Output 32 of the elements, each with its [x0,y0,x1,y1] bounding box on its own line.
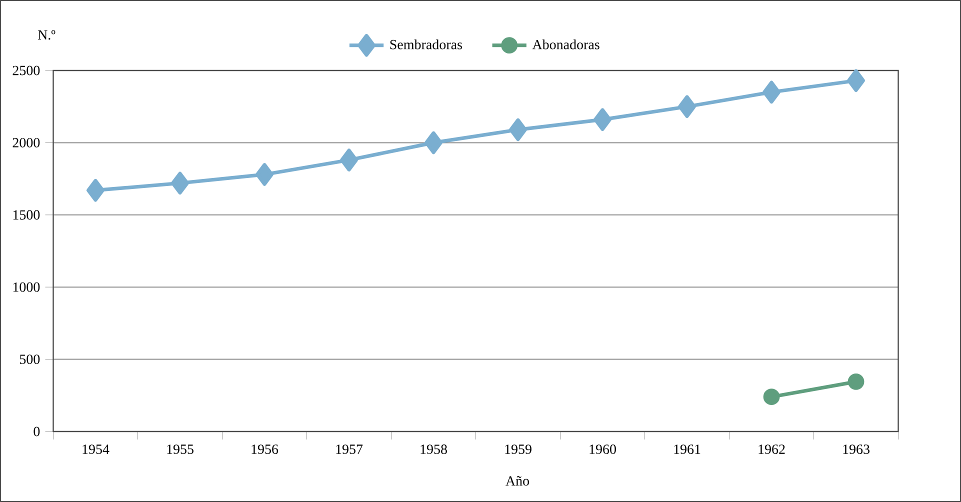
x-tick-label: 1955 [167,444,194,454]
y-tick-label: 1500 [13,210,40,220]
x-tick-label: 1963 [843,444,870,454]
y-tick-label: 2000 [12,138,40,148]
legend-label: Sembradoras [390,39,462,50]
point [171,172,189,195]
x-tick-label: 1962 [758,444,785,454]
y-tick-label: 500 [20,354,40,364]
point [594,108,612,131]
y-axis-title: N.º [38,30,56,40]
point [256,163,274,186]
x-tick-label: 1960 [590,444,616,454]
point [763,388,780,406]
x-tick-label: 1958 [420,444,447,454]
x-tick-label: 1957 [336,444,363,454]
point [847,69,866,92]
point [848,373,864,390]
x-tick-label: 1954 [82,444,110,454]
point [678,95,696,118]
y-tick-label: 1000 [13,282,40,292]
point [340,148,358,172]
y-tick-label: 0 [34,426,40,436]
x-tick-label: 1959 [505,444,532,454]
point [86,178,105,202]
x-tick-label: 1956 [252,444,278,454]
x-axis-title: Año [506,476,530,486]
x-tick-label: 1961 [674,444,700,454]
legend-label: Abonadoras [532,39,600,50]
point [424,131,443,154]
point [509,118,528,142]
point [762,80,781,104]
y-tick-label: 2500 [12,66,40,76]
